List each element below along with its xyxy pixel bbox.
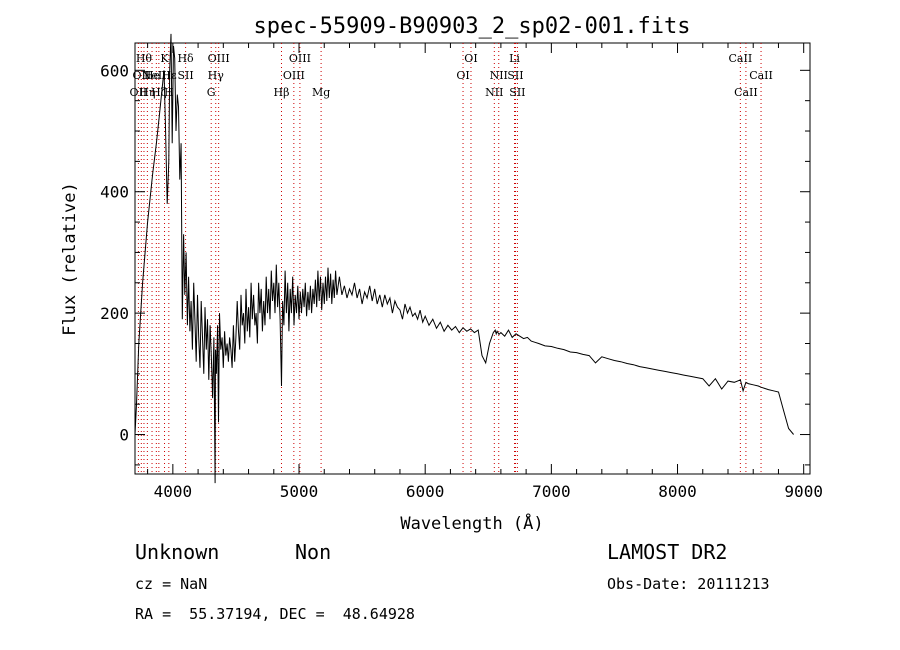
spectral-line-label: SII: [509, 86, 525, 99]
y-tick-label: 600: [100, 61, 129, 80]
spectral-line-label: OIII: [283, 69, 305, 82]
spectral-line-label: Hβ: [274, 86, 290, 99]
spectral-line-label: Hθ: [136, 52, 153, 65]
redshift-value: cz = NaN: [135, 575, 208, 593]
coordinates: RA = 55.37194, DEC = 48.64928: [135, 605, 415, 623]
spectral-line-label: Mg: [312, 86, 330, 99]
x-tick-label: 9000: [784, 482, 823, 501]
spectral-line-label: Hη: [139, 86, 155, 99]
spectral-line-label: Hγ: [208, 69, 225, 82]
spectral-line-label: H: [164, 86, 174, 99]
y-tick-label: 400: [100, 183, 129, 202]
object-class: Unknown: [135, 540, 220, 564]
x-tick-label: 8000: [658, 482, 697, 501]
x-tick-label: 6000: [406, 482, 445, 501]
spectral-line-label: OII: [132, 69, 150, 82]
spectral-line-label: K: [160, 52, 169, 65]
spectral-line-label: Hδ: [177, 52, 194, 65]
spectral-line-label: Hζ: [151, 86, 167, 99]
spectral-line-label: Li: [509, 52, 520, 65]
y-axis-label: Flux (relative): [60, 182, 80, 336]
x-axis-label: Wavelength (Å): [400, 512, 543, 534]
axis-ticks: 4000 5000 6000 7000 8000 9000 0 200 400 600: [100, 43, 823, 501]
object-subclass: Non: [295, 540, 332, 564]
spectral-line-label: NII: [485, 86, 503, 99]
spectral-line-label: OI: [464, 52, 477, 65]
plot-frame-rect: [134, 42, 811, 475]
spectral-line-markers: [137, 43, 762, 474]
spectral-line-label: CaII: [729, 52, 753, 65]
observation-date: Obs-Date: 20111213: [607, 575, 770, 593]
spectrum-line: [134, 33, 794, 484]
plot-frame: [134, 42, 811, 475]
spectral-line-label: SII: [507, 69, 523, 82]
spectral-line-label: OIII: [289, 52, 311, 65]
y-tick-label: 200: [100, 304, 129, 323]
spectral-line-label: CaII: [734, 86, 758, 99]
chart-title: spec-55909-B90903_2_sp02-001.fits: [253, 14, 690, 39]
spectral-line-labels: OIIOIIHθHηHeNeIIIHζKHHεHδSIIGHγOIIIHβOII…: [130, 52, 773, 99]
spectral-line-label: He: [144, 69, 160, 82]
spectral-line-label: OIII: [208, 52, 230, 65]
spectral-line-label: NII: [490, 69, 508, 82]
x-tick-label: 7000: [532, 482, 571, 501]
spectral-line-label: OI: [456, 69, 469, 82]
spectral-line-label: OII: [130, 86, 148, 99]
spectral-line-label: CaII: [749, 69, 773, 82]
x-tick-label: 5000: [280, 482, 319, 501]
survey-name: LAMOST DR2: [607, 540, 728, 564]
spectral-line-label: G: [207, 86, 216, 99]
x-tick-label: 4000: [154, 482, 193, 501]
spectral-line-label: SII: [177, 69, 193, 82]
y-tick-label: 0: [119, 426, 129, 445]
